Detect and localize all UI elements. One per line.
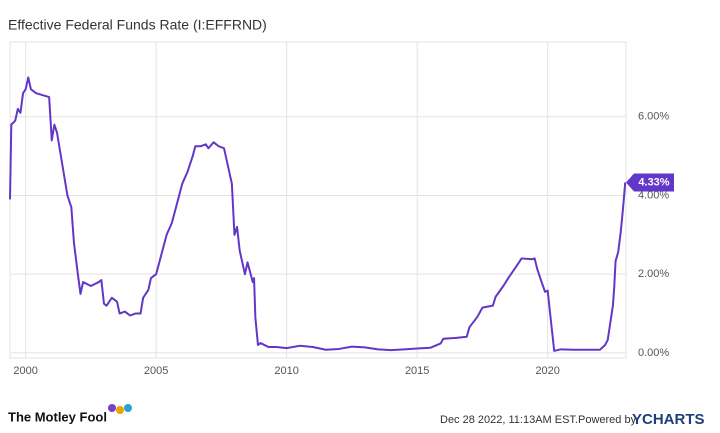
x-tick-label: 2020 bbox=[535, 365, 559, 377]
footer: The Motley Fool Dec 28 2022, 11:13AM EST… bbox=[8, 404, 705, 428]
y-tick-label: 4.00% bbox=[638, 189, 669, 201]
last-value-label: 4.33% bbox=[638, 176, 669, 188]
y-tick-label: 2.00% bbox=[638, 268, 669, 280]
brand-icon bbox=[124, 404, 132, 412]
chart-title: Effective Federal Funds Rate (I:EFFRND) bbox=[8, 17, 267, 33]
x-tick-label: 2015 bbox=[405, 365, 429, 377]
plot-frame bbox=[9, 41, 627, 359]
brand-icon bbox=[116, 406, 124, 414]
last-value-marker bbox=[626, 173, 674, 192]
line bbox=[9, 76, 627, 352]
x-tick-label: 2010 bbox=[274, 365, 298, 377]
provider: YCHARTS bbox=[632, 411, 705, 428]
x-tick-label: 2005 bbox=[144, 365, 168, 377]
y-tick-label: 6.00% bbox=[638, 111, 669, 123]
y-tick-label: 0.00% bbox=[638, 347, 669, 359]
powered-by: Powered by bbox=[578, 414, 637, 426]
brand-icon bbox=[108, 404, 116, 412]
last-value-flag: 4.33% bbox=[626, 173, 674, 192]
x-tick-label: 2000 bbox=[13, 365, 37, 377]
timestamp: Dec 28 2022, 11:13AM EST. bbox=[440, 414, 578, 426]
brand: The Motley Fool bbox=[8, 409, 107, 424]
